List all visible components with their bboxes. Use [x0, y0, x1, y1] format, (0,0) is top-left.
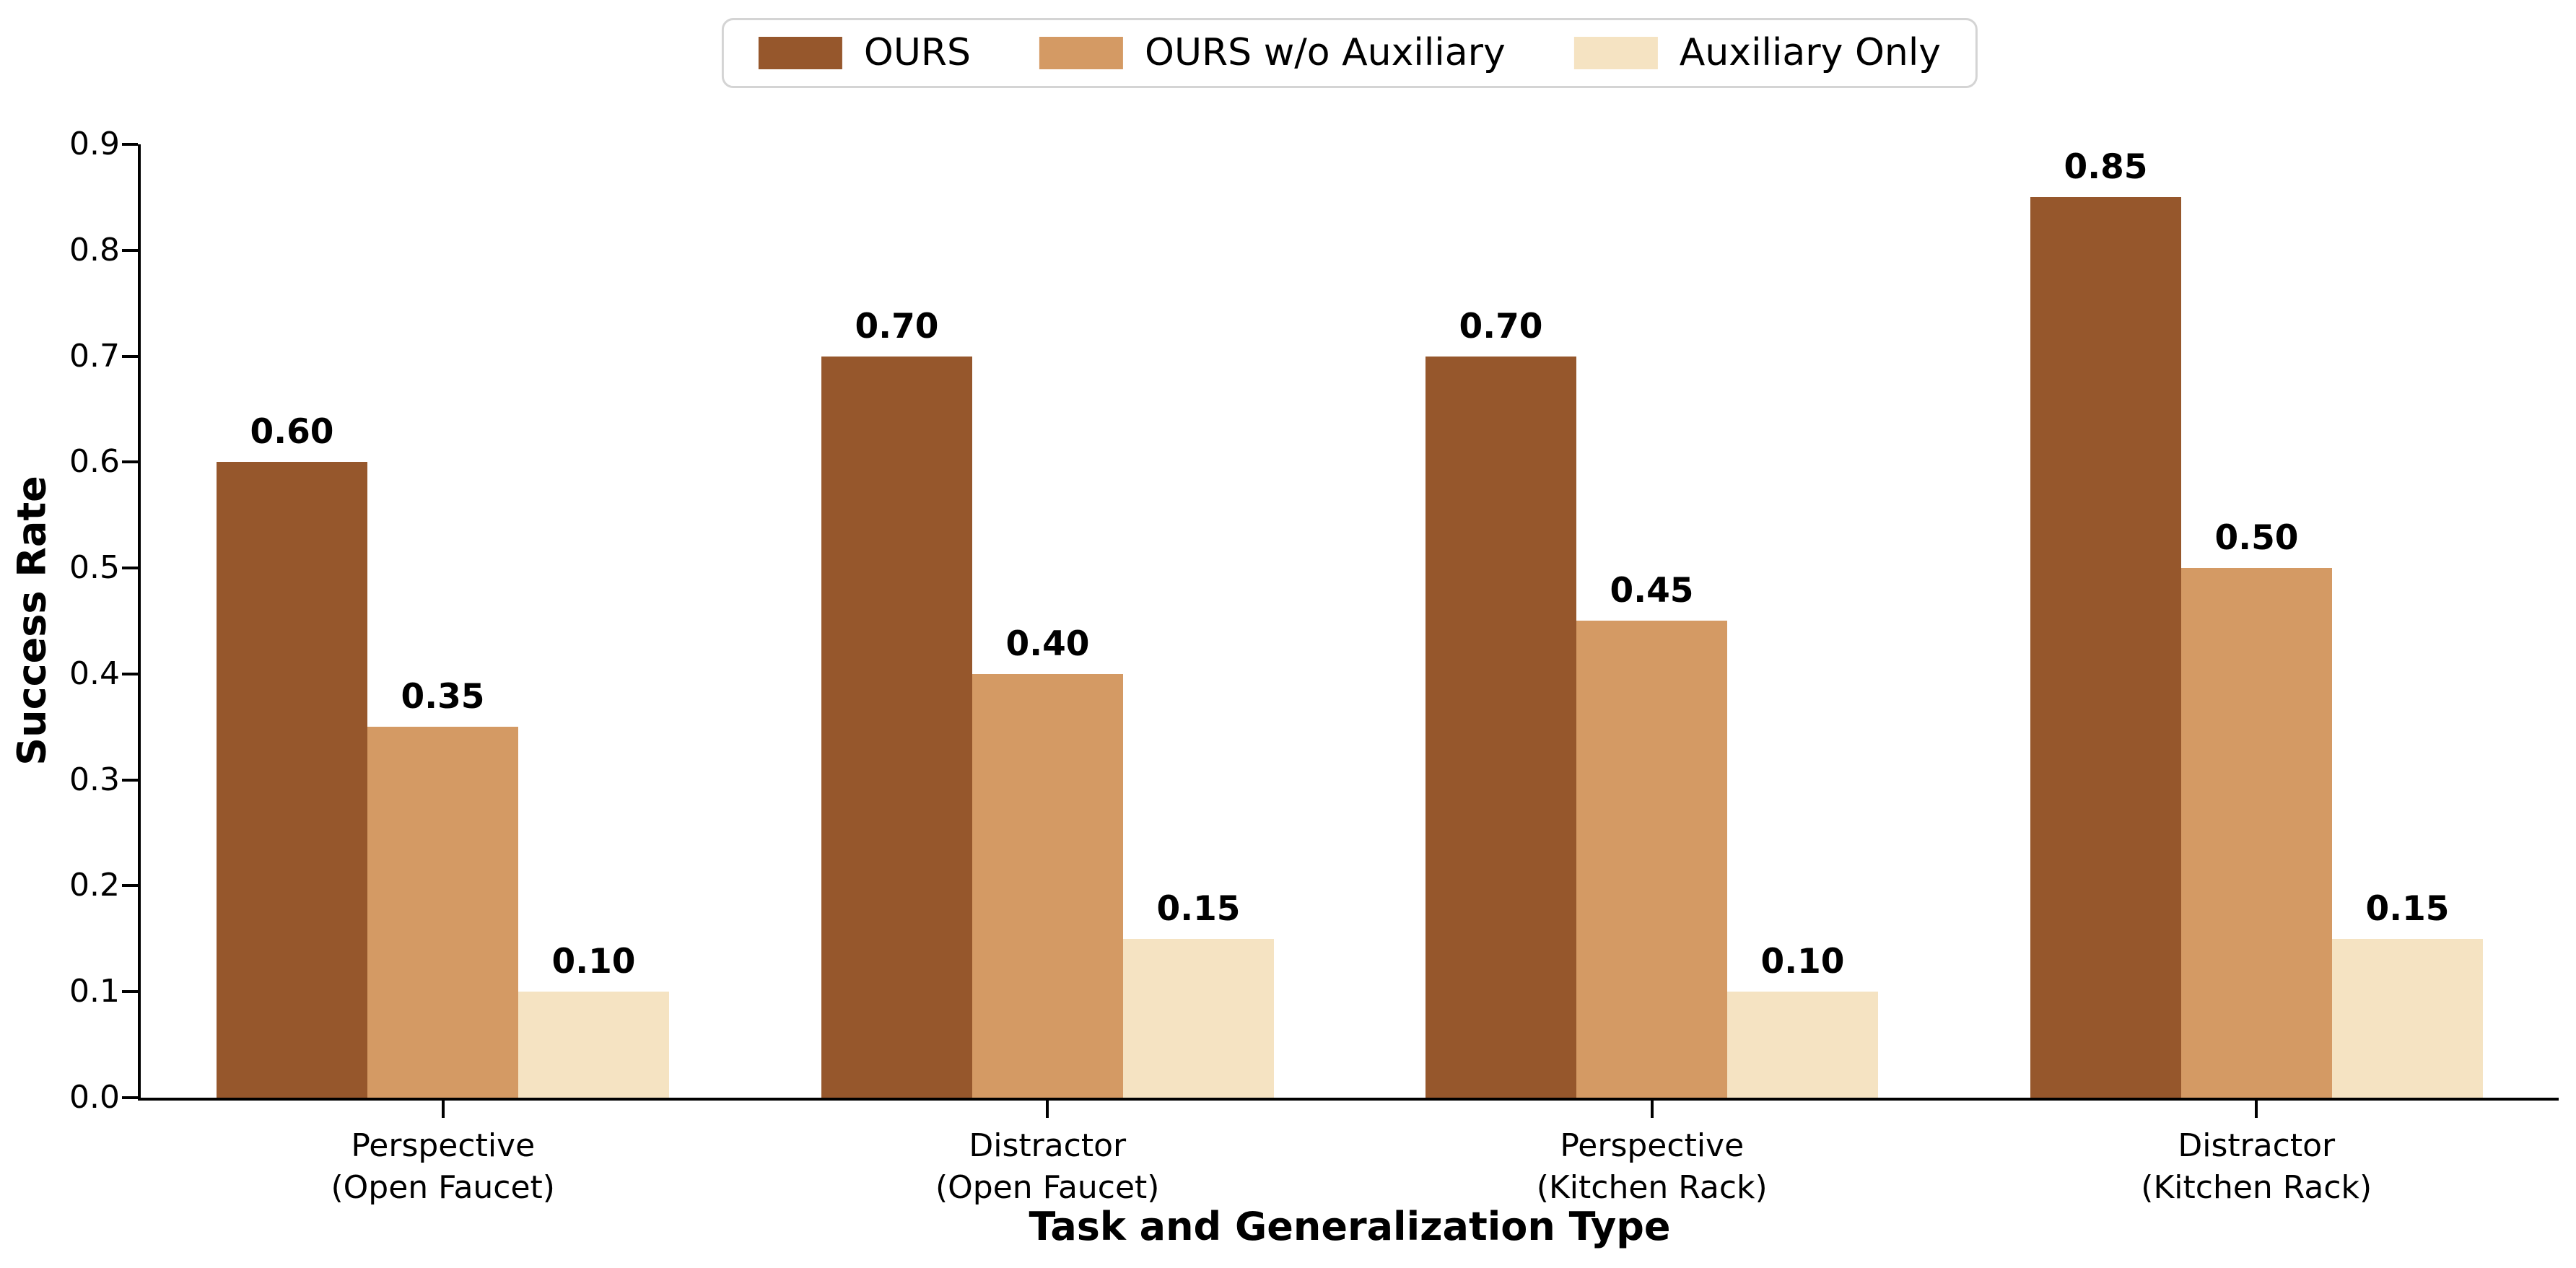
- legend: OURS OURS w/o Auxiliary Auxiliary Only: [721, 18, 1978, 89]
- x-tick-label: Distractor (Open Faucet): [935, 1127, 1160, 1207]
- y-tick-mark: [122, 248, 138, 252]
- x-tick-mark: [1046, 1101, 1049, 1118]
- y-tick-mark: [122, 567, 138, 570]
- legend-item: OURS w/o Auxiliary: [1039, 32, 1506, 74]
- legend-swatch: [1039, 37, 1124, 70]
- y-tick-label: 0.2: [69, 867, 120, 904]
- legend-label: OURS: [863, 31, 972, 74]
- bar-ours: [1425, 357, 1576, 1098]
- bar-value-label: 0.70: [855, 307, 939, 346]
- y-tick-label: 0.7: [69, 337, 120, 375]
- x-tick-mark: [1650, 1101, 1654, 1118]
- y-tick-label: 0.1: [69, 973, 120, 1010]
- x-tick-label: Perspective (Open Faucet): [331, 1127, 555, 1207]
- x-axis-title: Task and Generalization Type: [1029, 1204, 1671, 1249]
- y-tick-mark: [122, 672, 138, 675]
- y-tick-label: 0.3: [69, 761, 120, 798]
- bar-value-label: 0.85: [2064, 147, 2148, 187]
- bar-auxiliary-only: [1123, 939, 1274, 1098]
- y-tick-mark: [122, 354, 138, 358]
- legend-label: Auxiliary Only: [1679, 31, 1942, 74]
- y-axis-spine: [138, 144, 141, 1101]
- y-tick-label: 0.8: [69, 231, 120, 268]
- bar-ours-w-o-auxiliary: [2181, 568, 2332, 1098]
- legend-item: Auxiliary Only: [1573, 31, 1942, 74]
- y-tick-mark: [122, 143, 138, 146]
- x-tick-label: Distractor (Kitchen Rack): [2141, 1127, 2372, 1207]
- y-tick-mark: [122, 990, 138, 994]
- bar-value-label: 0.50: [2214, 518, 2299, 558]
- bar-auxiliary-only: [1727, 992, 1878, 1098]
- bar-value-label: 0.10: [551, 942, 636, 981]
- y-tick-mark: [122, 460, 138, 464]
- bar-value-label: 0.10: [1760, 942, 1845, 981]
- bar-ours: [217, 462, 367, 1098]
- legend-swatch: [1573, 37, 1658, 70]
- bar-ours: [2030, 197, 2181, 1098]
- bar-value-label: 0.70: [1459, 307, 1543, 346]
- bar-value-label: 0.15: [1156, 889, 1241, 929]
- y-tick-label: 0.9: [69, 126, 120, 162]
- x-tick-label: Perspective (Kitchen Rack): [1536, 1127, 1768, 1207]
- bar-ours-w-o-auxiliary: [1576, 621, 1727, 1098]
- y-tick-label: 0.6: [69, 443, 120, 481]
- y-tick-label: 0.4: [69, 655, 120, 692]
- bar-value-label: 0.15: [2365, 889, 2450, 929]
- bar-auxiliary-only: [2332, 939, 2483, 1098]
- bar-ours-w-o-auxiliary: [367, 727, 518, 1098]
- x-tick-mark: [2255, 1101, 2258, 1118]
- bar-value-label: 0.45: [1610, 571, 1694, 611]
- bar-value-label: 0.35: [401, 677, 485, 717]
- bar-auxiliary-only: [518, 992, 669, 1098]
- bar-value-label: 0.60: [250, 412, 334, 452]
- y-tick-mark: [122, 884, 138, 888]
- y-tick-label: 0.5: [69, 549, 120, 587]
- y-axis-title: Success Rate: [9, 476, 55, 766]
- x-axis-spine: [138, 1098, 2559, 1101]
- bar-value-label: 0.40: [1005, 624, 1090, 664]
- y-tick-mark: [122, 1096, 138, 1099]
- legend-label: OURS w/o Auxiliary: [1145, 31, 1506, 74]
- legend-item: OURS: [758, 31, 972, 74]
- y-tick-mark: [122, 778, 138, 782]
- bar-ours-w-o-auxiliary: [972, 674, 1123, 1098]
- legend-swatch: [758, 37, 842, 70]
- bar-ours: [821, 357, 972, 1098]
- x-tick-mark: [441, 1101, 445, 1118]
- y-tick-label: 0.0: [69, 1079, 120, 1116]
